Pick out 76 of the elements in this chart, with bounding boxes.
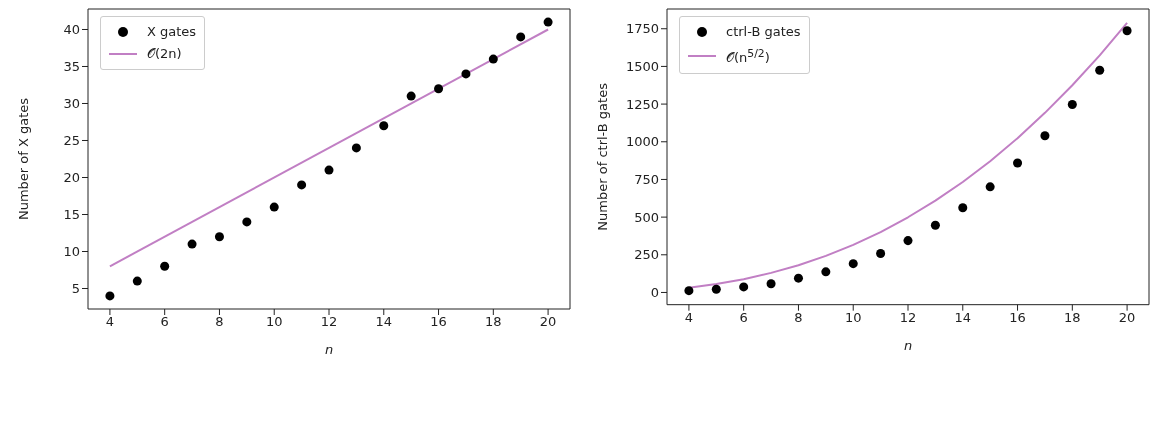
point	[434, 84, 444, 94]
point	[1013, 158, 1023, 168]
x-tick-label: 16	[430, 314, 447, 330]
x-tick-label: 18	[1064, 309, 1081, 325]
x-tick-label: 12	[899, 309, 917, 325]
point	[711, 284, 721, 294]
y-tick-label: 500	[634, 209, 659, 225]
y-tick-label: 1250	[625, 96, 659, 112]
point	[214, 232, 224, 242]
legend-label: 𝒪(2n)	[147, 45, 182, 63]
point	[269, 202, 279, 212]
x-tick-label: 4	[684, 309, 694, 325]
x-tick-label: 20	[539, 314, 557, 330]
x-tick-label: 8	[794, 309, 803, 325]
point	[297, 180, 307, 190]
point	[958, 203, 968, 213]
x-axis-title: n	[903, 337, 913, 353]
point	[930, 220, 940, 230]
y-tick-label: 25	[63, 133, 80, 149]
point	[684, 286, 694, 296]
y-tick-label: 250	[634, 247, 659, 263]
y-axis-title: Number of X gates	[15, 97, 31, 221]
y-axis-title: Number of ctrl-B gates	[594, 82, 610, 231]
y-tick-label: 20	[63, 170, 80, 186]
point	[187, 239, 197, 249]
legend-label: 𝒪(n$^{5/2}$)	[726, 46, 770, 68]
point	[1122, 26, 1132, 36]
point	[1067, 100, 1077, 110]
x-tick-label: 12	[320, 314, 338, 330]
y-tick-label: 15	[63, 207, 80, 223]
point	[351, 143, 361, 153]
point	[848, 259, 858, 269]
point	[543, 17, 553, 27]
x-tick-label: 16	[1009, 309, 1026, 325]
point	[739, 282, 749, 292]
y-tick-label: 1500	[625, 59, 659, 75]
point	[242, 217, 252, 227]
point	[985, 182, 995, 192]
y-tick-label: 750	[634, 172, 659, 188]
point	[903, 236, 913, 246]
legend-label: X gates	[147, 23, 197, 41]
y-tick-label: 40	[63, 22, 80, 38]
x-tick-label: 6	[739, 309, 748, 325]
point	[105, 291, 115, 301]
point	[516, 32, 526, 42]
point	[324, 165, 334, 175]
x-tick-label: 14	[954, 309, 972, 325]
x-tick-label: 10	[844, 309, 862, 325]
point	[766, 279, 776, 289]
x-tick-label: 8	[215, 314, 224, 330]
y-tick-label: 5	[71, 281, 80, 297]
point	[1095, 65, 1105, 75]
point	[793, 273, 803, 283]
y-tick-label: 30	[63, 96, 80, 112]
legend-label: ctrl-B gates	[726, 23, 801, 41]
point	[160, 261, 170, 271]
x-tick-label: 6	[160, 314, 169, 330]
y-tick-label: 1750	[625, 21, 659, 37]
x-tick-label: 18	[485, 314, 502, 330]
point	[379, 121, 389, 131]
point	[876, 248, 886, 258]
x-tick-label: 20	[1118, 309, 1136, 325]
y-tick-label: 35	[63, 59, 80, 75]
y-tick-label: 1000	[625, 134, 659, 150]
point	[132, 276, 142, 286]
point	[1040, 131, 1050, 141]
point	[461, 69, 471, 79]
point	[821, 267, 831, 277]
x-tick-label: 4	[105, 314, 115, 330]
x-tick-label: 14	[375, 314, 393, 330]
x-axis-title: n	[324, 342, 334, 357]
y-tick-label: 10	[63, 244, 80, 260]
y-tick-label: 0	[650, 285, 659, 301]
x-tick-label: 10	[265, 314, 283, 330]
point	[488, 54, 498, 64]
point	[406, 91, 416, 101]
